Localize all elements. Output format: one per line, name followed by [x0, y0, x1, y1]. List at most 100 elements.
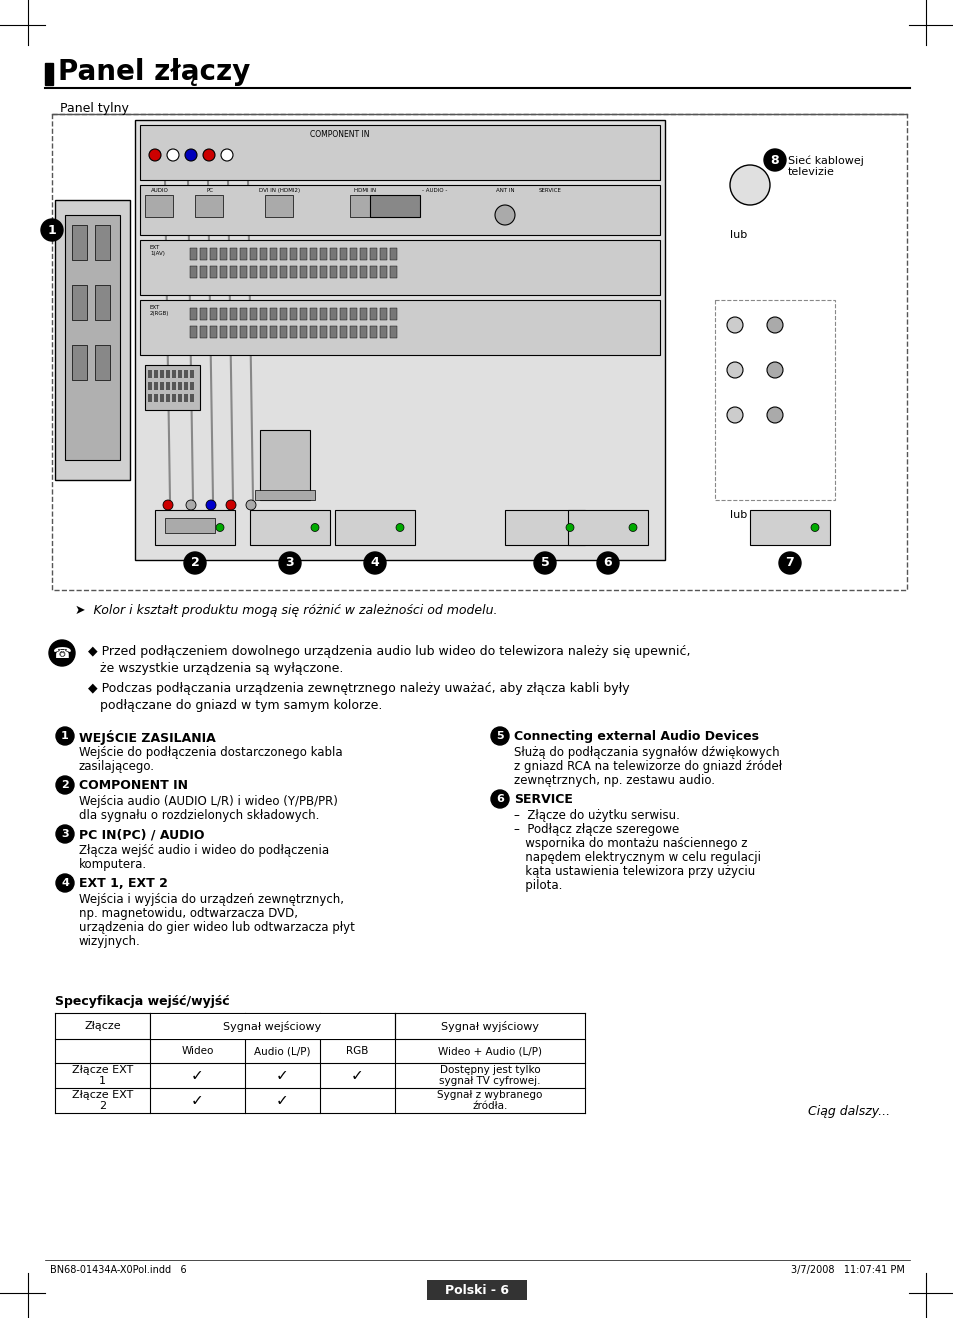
Text: wizyjnych.: wizyjnych.: [79, 934, 141, 948]
Text: komputera.: komputera.: [79, 858, 147, 871]
Text: 2: 2: [191, 556, 199, 569]
Circle shape: [186, 500, 195, 510]
Text: Złącze EXT
2: Złącze EXT 2: [71, 1090, 133, 1111]
Text: Ciąg dalszy...: Ciąg dalszy...: [807, 1104, 889, 1118]
Text: lub: lub: [729, 231, 746, 240]
Bar: [148, 394, 152, 402]
Bar: [390, 248, 396, 260]
Bar: [135, 120, 664, 560]
Text: 4: 4: [61, 878, 69, 888]
Circle shape: [203, 149, 214, 161]
Circle shape: [766, 318, 782, 333]
Bar: [166, 382, 170, 390]
Circle shape: [726, 407, 742, 423]
Circle shape: [41, 219, 63, 241]
Text: ✓: ✓: [351, 1068, 363, 1083]
Text: COMPONENT IN: COMPONENT IN: [79, 779, 188, 792]
Bar: [220, 326, 227, 337]
Bar: [299, 248, 307, 260]
Bar: [148, 370, 152, 378]
Circle shape: [226, 500, 235, 510]
Bar: [260, 248, 267, 260]
Text: Connecting external Audio Devices: Connecting external Audio Devices: [514, 730, 759, 743]
Bar: [240, 248, 247, 260]
Bar: [145, 365, 200, 410]
Bar: [190, 266, 196, 278]
Bar: [350, 266, 356, 278]
Circle shape: [495, 206, 515, 225]
Text: kąta ustawienia telewizora przy użyciu: kąta ustawienia telewizora przy użyciu: [514, 865, 755, 878]
Text: WEJŚCIE ZASILANIA: WEJŚCIE ZASILANIA: [79, 730, 215, 745]
Bar: [210, 308, 216, 320]
Bar: [310, 266, 316, 278]
Bar: [160, 394, 164, 402]
Bar: [359, 308, 367, 320]
Bar: [350, 248, 356, 260]
Circle shape: [779, 552, 801, 575]
Bar: [427, 1280, 526, 1300]
Text: RGB: RGB: [346, 1046, 368, 1056]
Text: 3/7/2008   11:07:41 PM: 3/7/2008 11:07:41 PM: [790, 1265, 904, 1275]
Bar: [299, 266, 307, 278]
Circle shape: [56, 776, 74, 793]
Circle shape: [311, 523, 318, 531]
Circle shape: [49, 641, 75, 666]
Text: podłączane do gniazd w tym samym kolorze.: podłączane do gniazd w tym samym kolorze…: [100, 699, 382, 712]
Bar: [184, 382, 188, 390]
Bar: [350, 308, 356, 320]
Text: lub: lub: [729, 510, 746, 521]
Bar: [71, 225, 87, 260]
Text: PC IN(PC) / AUDIO: PC IN(PC) / AUDIO: [79, 828, 204, 841]
Text: że wszystkie urządzenia są wyłączone.: że wszystkie urządzenia są wyłączone.: [100, 662, 343, 675]
Bar: [154, 510, 234, 546]
Circle shape: [628, 523, 637, 531]
Bar: [350, 326, 356, 337]
Text: PC: PC: [206, 188, 213, 192]
Bar: [220, 308, 227, 320]
Text: zewnętrznych, np. zestawu audio.: zewnętrznych, np. zestawu audio.: [514, 774, 714, 787]
Bar: [165, 518, 214, 532]
Circle shape: [167, 149, 179, 161]
Bar: [172, 370, 175, 378]
Bar: [230, 326, 236, 337]
Bar: [230, 308, 236, 320]
Bar: [270, 308, 276, 320]
Bar: [290, 326, 296, 337]
Bar: [749, 510, 829, 546]
Bar: [166, 370, 170, 378]
Text: ◆ Przed podłączeniem dowolnego urządzenia audio lub wideo do telewizora należy s: ◆ Przed podłączeniem dowolnego urządzeni…: [88, 645, 690, 658]
Text: zasilającego.: zasilającego.: [79, 760, 154, 772]
Text: ☎: ☎: [52, 646, 71, 660]
Text: EXT 1, EXT 2: EXT 1, EXT 2: [79, 876, 168, 890]
Circle shape: [56, 874, 74, 892]
Bar: [230, 248, 236, 260]
Text: 6: 6: [603, 556, 612, 569]
Bar: [260, 308, 267, 320]
Bar: [260, 266, 267, 278]
Circle shape: [597, 552, 618, 575]
Text: Audio (L/P): Audio (L/P): [254, 1046, 311, 1056]
Text: ✓: ✓: [191, 1093, 204, 1108]
Circle shape: [56, 825, 74, 844]
Bar: [190, 248, 196, 260]
Text: Polski - 6: Polski - 6: [444, 1284, 509, 1297]
Bar: [350, 195, 377, 217]
Bar: [390, 326, 396, 337]
Text: ✓: ✓: [191, 1068, 204, 1083]
Bar: [200, 248, 207, 260]
Bar: [194, 195, 223, 217]
Bar: [148, 382, 152, 390]
Bar: [270, 326, 276, 337]
Bar: [220, 248, 227, 260]
Text: ✓: ✓: [275, 1068, 289, 1083]
Bar: [319, 248, 327, 260]
Bar: [714, 301, 834, 500]
Bar: [370, 308, 376, 320]
Circle shape: [206, 500, 215, 510]
Circle shape: [766, 407, 782, 423]
Text: ✓: ✓: [275, 1093, 289, 1108]
Text: SERVICE: SERVICE: [514, 793, 572, 807]
Bar: [178, 382, 182, 390]
Text: Złącze EXT
1: Złącze EXT 1: [71, 1065, 133, 1086]
Bar: [370, 248, 376, 260]
